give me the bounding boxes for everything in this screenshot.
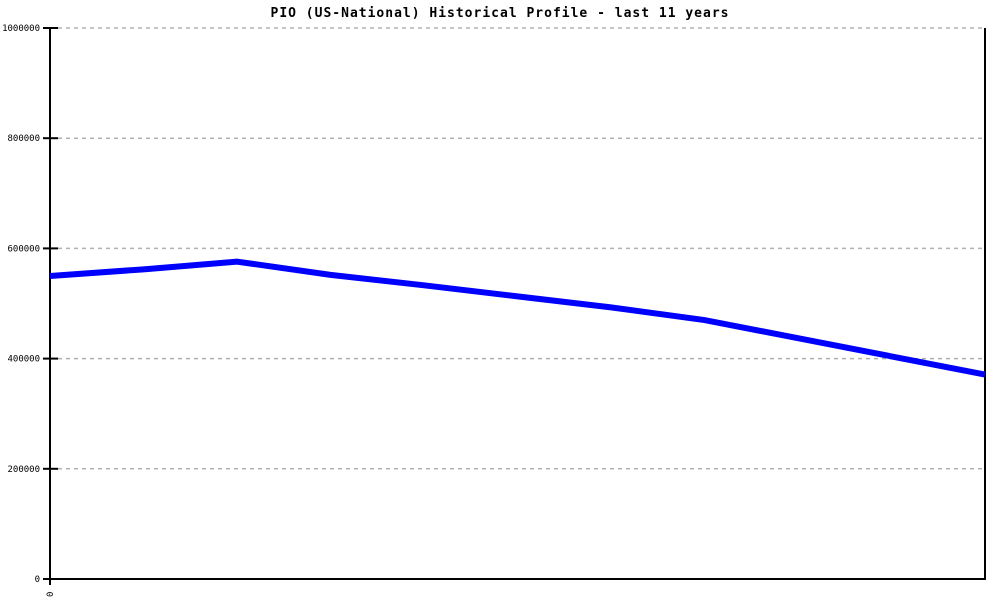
y-tick-label: 600000 xyxy=(7,244,40,254)
y-tick-label: 1000000 xyxy=(2,24,40,34)
x-tick-label: 0 xyxy=(46,592,56,597)
y-tick-label: 400000 xyxy=(7,355,40,365)
y-tick-label: 0 xyxy=(35,575,40,585)
y-tick-label: 800000 xyxy=(7,134,40,144)
y-tick-label: 200000 xyxy=(7,465,40,475)
chart-title: PIO (US-National) Historical Profile - l… xyxy=(270,6,730,21)
data-line xyxy=(49,258,986,378)
